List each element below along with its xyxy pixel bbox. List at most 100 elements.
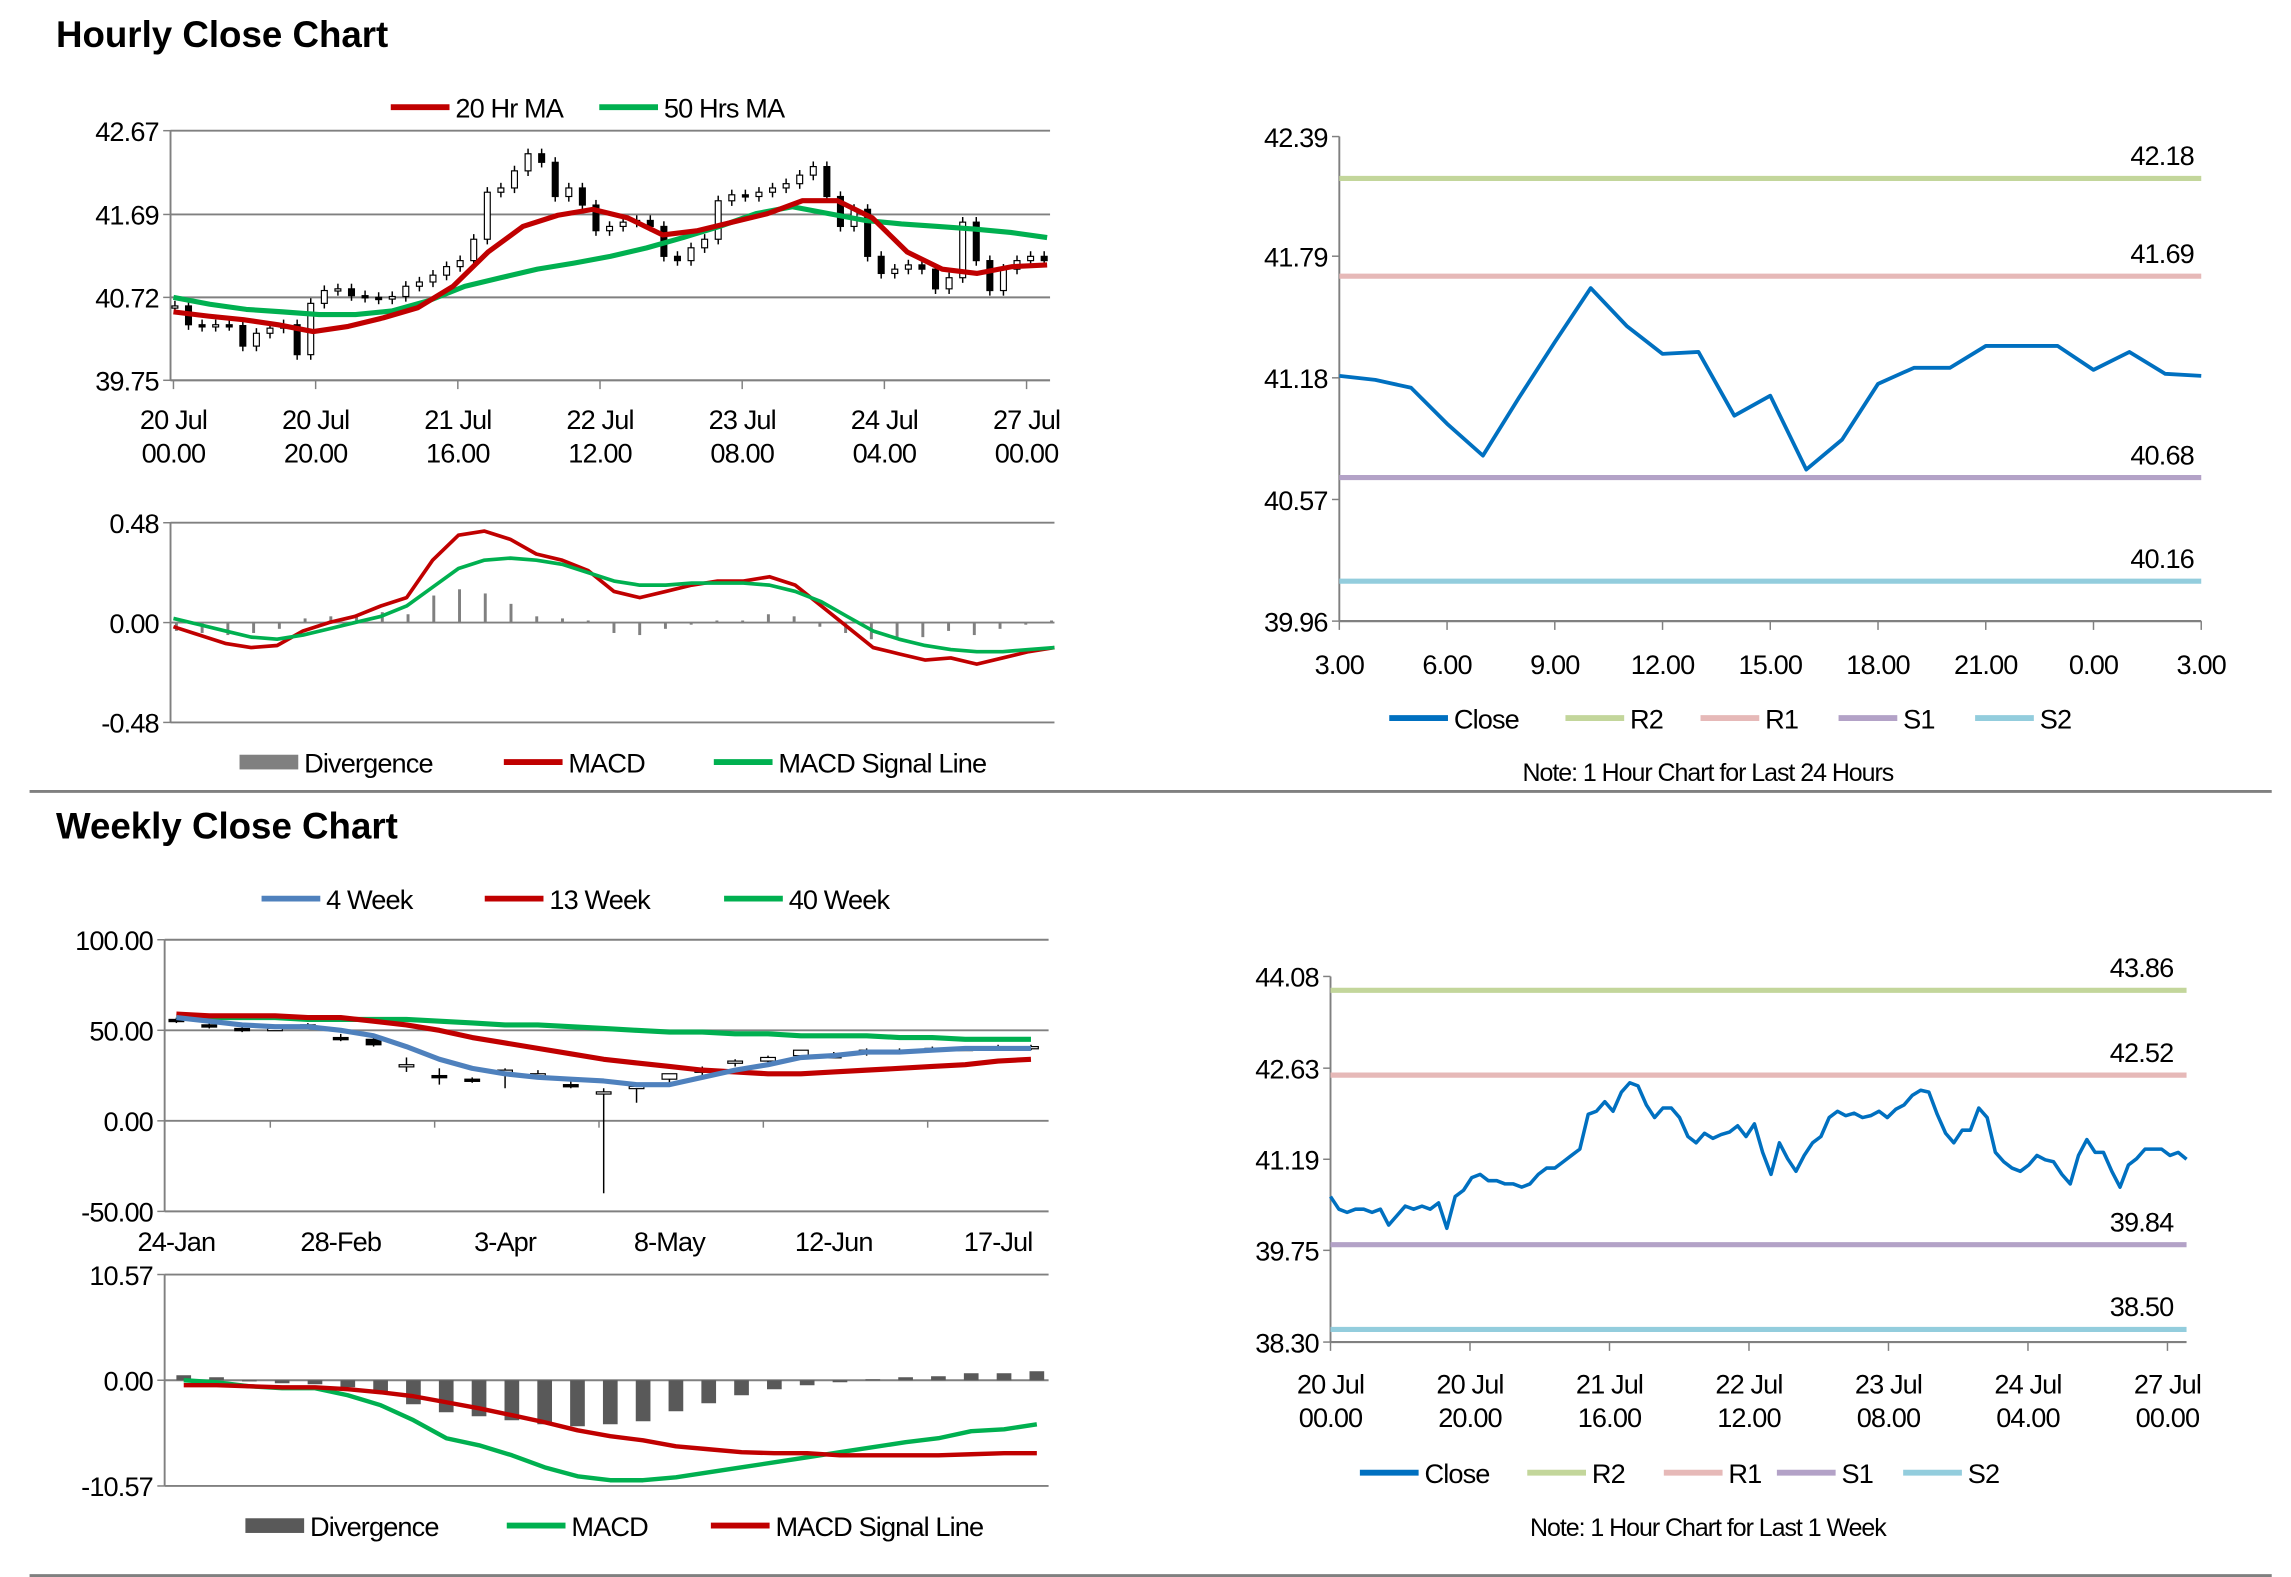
legend-label-macd-signal-line: MACD Signal Line — [778, 747, 986, 778]
candle-body — [727, 1060, 744, 1064]
candle-body — [796, 174, 804, 185]
divergence-bar — [176, 1375, 192, 1381]
legend-label-s1: S1 — [1903, 703, 1934, 734]
candle-body — [171, 305, 179, 309]
divergence-bar — [438, 1380, 454, 1413]
x-tick-label: 22 Jul — [1715, 1368, 1782, 1399]
divergence-bar — [963, 1373, 979, 1381]
hourly-section-title: Hourly Close Chart — [56, 14, 388, 55]
divergence-bar — [741, 620, 745, 623]
candle-body — [266, 327, 274, 334]
x-tick-label: 08.00 — [1857, 1402, 1921, 1433]
divergence-bar — [537, 1380, 553, 1425]
candle-body — [760, 1056, 776, 1062]
x-tick-label: 20 Jul — [140, 404, 207, 435]
y-tick-label: 10.57 — [89, 1260, 153, 1291]
candle-body — [578, 187, 586, 206]
divergence-bar — [504, 1380, 520, 1421]
series-macd — [183, 1378, 1038, 1483]
x-tick-label: 21.00 — [1954, 649, 2018, 680]
candle-body — [782, 183, 790, 189]
x-tick-label: 20 Jul — [1436, 1368, 1503, 1399]
candle-body — [823, 165, 831, 198]
divergence-bar — [277, 622, 281, 629]
legend-label-4-week: 4 Week — [326, 884, 414, 915]
candle-body — [1040, 255, 1048, 262]
legend-label-r2: R2 — [1592, 1458, 1625, 1489]
divergence-bar — [996, 1373, 1012, 1381]
x-tick-label: 00.00 — [2136, 1402, 2200, 1433]
candle-body — [201, 1024, 218, 1028]
x-tick-label: 20.00 — [284, 438, 348, 469]
level-label-s2: 40.16 — [2130, 543, 2194, 574]
candle-body — [891, 268, 899, 275]
level-label-r2: 42.18 — [2130, 140, 2194, 171]
divergence-bar — [832, 1380, 848, 1383]
x-tick-label: 0.00 — [2069, 649, 2119, 680]
series-close — [1329, 1080, 2188, 1231]
legend-label-s1: S1 — [1841, 1458, 1872, 1489]
chart-note-24h: Note: 1 Hour Chart for Last 24 Hours — [1522, 759, 1893, 787]
legend-label-divergence: Divergence — [310, 1511, 439, 1542]
divergence-bar — [340, 1380, 356, 1388]
candle-body — [562, 1084, 579, 1088]
x-tick-label: 12.00 — [1717, 1402, 1781, 1433]
x-tick-label: 00.00 — [995, 438, 1059, 469]
x-tick-label: 08.00 — [710, 438, 774, 469]
legend-label-13-week: 13 Week — [549, 884, 651, 915]
divergence-bar — [638, 622, 642, 636]
candle-body — [212, 324, 220, 328]
divergence-bar — [226, 622, 230, 636]
y-tick-label: 41.18 — [1264, 363, 1328, 394]
divergence-bar — [209, 1377, 224, 1381]
y-tick-label: 0.48 — [109, 508, 158, 539]
candle-body — [443, 266, 451, 276]
candle-body — [470, 238, 478, 262]
candle-body — [1027, 255, 1035, 262]
candle-body — [864, 208, 872, 257]
candle-body — [334, 288, 342, 292]
divergence-bar — [734, 1380, 749, 1396]
candle-body — [361, 295, 369, 299]
divergence-bar — [355, 616, 359, 623]
x-tick-label: 9.00 — [1530, 649, 1580, 680]
y-tick-label: 100.00 — [75, 925, 154, 956]
series-13-week — [176, 1011, 1032, 1077]
x-tick-label: 27 Jul — [993, 404, 1060, 435]
candle-body — [769, 187, 777, 193]
candle-body — [606, 225, 614, 232]
candle-body — [661, 1073, 678, 1080]
candle-body — [293, 324, 301, 356]
divergence-bar — [818, 622, 822, 627]
divergence-bar — [612, 622, 616, 633]
legend-swatch-divergence — [245, 1518, 305, 1533]
legend-label-50-hrs-ma: 50 Hrs MA — [664, 92, 786, 123]
x-tick-label: 6.00 — [1422, 649, 1472, 680]
x-tick-label: 23 Jul — [1855, 1368, 1922, 1399]
x-tick-label: 22 Jul — [566, 404, 633, 435]
divergence-bar — [406, 614, 410, 623]
y-tick-label: 44.08 — [1255, 962, 1319, 993]
candle-body — [431, 1074, 448, 1079]
candle-body — [904, 264, 912, 270]
divergence-bar — [972, 622, 976, 636]
legend-label-close: Close — [1424, 1458, 1489, 1489]
x-tick-label: 20 Jul — [282, 404, 349, 435]
divergence-bar — [921, 622, 925, 638]
y-tick-label: 38.30 — [1255, 1327, 1319, 1358]
candle-body — [999, 268, 1007, 292]
x-tick-label: 12-Jun — [795, 1226, 873, 1257]
y-tick-label: 0.00 — [104, 1106, 154, 1137]
candle-body — [483, 191, 491, 240]
x-tick-label: 18.00 — [1846, 649, 1910, 680]
x-tick-label: 24-Jan — [138, 1226, 216, 1257]
legend-label-macd-signal-line: MACD Signal Line — [775, 1511, 983, 1542]
candle-body — [198, 324, 206, 328]
x-tick-label: 15.00 — [1738, 649, 1802, 680]
candle-body — [836, 195, 844, 228]
candle-body — [673, 255, 681, 262]
divergence-bar — [668, 1380, 684, 1412]
candle-body — [510, 170, 519, 189]
candle-body — [402, 285, 410, 298]
y-tick-label: 41.19 — [1255, 1145, 1319, 1176]
